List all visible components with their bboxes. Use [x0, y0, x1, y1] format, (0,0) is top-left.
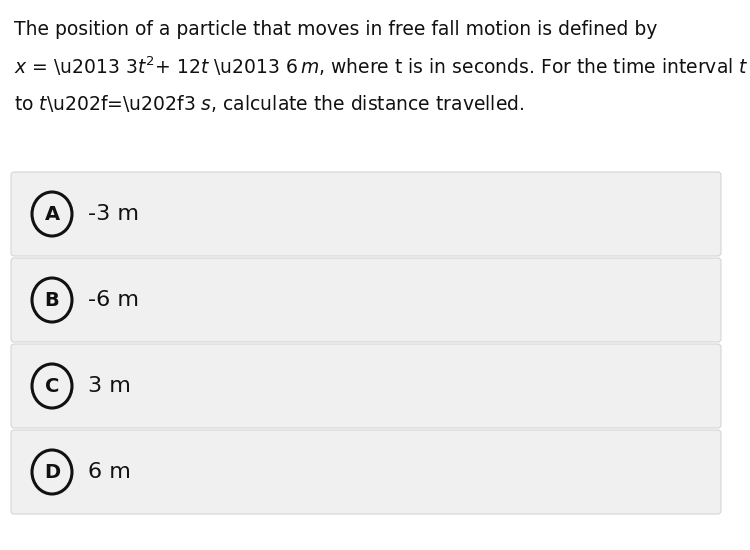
Text: to $\mathit{t}$\u202f=\u202f3 $\mathit{s}$, calculate the distance travelled.: to $\mathit{t}$\u202f=\u202f3 $\mathit{s…: [14, 93, 524, 114]
Ellipse shape: [32, 278, 72, 322]
Text: C: C: [45, 377, 59, 395]
Text: 3 m: 3 m: [88, 376, 130, 396]
FancyBboxPatch shape: [11, 344, 721, 428]
Text: A: A: [44, 205, 59, 223]
FancyBboxPatch shape: [11, 172, 721, 256]
Text: The position of a particle that moves in free fall motion is defined by: The position of a particle that moves in…: [14, 20, 657, 39]
Text: D: D: [44, 463, 60, 481]
Text: 6 m: 6 m: [88, 462, 130, 482]
FancyBboxPatch shape: [11, 430, 721, 514]
Text: $\mathit{x}$ = \u2013 $3\mathit{t}^2$+ $12\mathit{t}$ \u2013 $6\,\mathit{m}$, wh: $\mathit{x}$ = \u2013 $3\mathit{t}^2$+ $…: [14, 54, 750, 78]
Ellipse shape: [32, 450, 72, 494]
Ellipse shape: [32, 192, 72, 236]
Ellipse shape: [32, 364, 72, 408]
Text: -6 m: -6 m: [88, 290, 139, 310]
Text: B: B: [45, 290, 59, 310]
FancyBboxPatch shape: [11, 258, 721, 342]
Text: -3 m: -3 m: [88, 204, 139, 224]
